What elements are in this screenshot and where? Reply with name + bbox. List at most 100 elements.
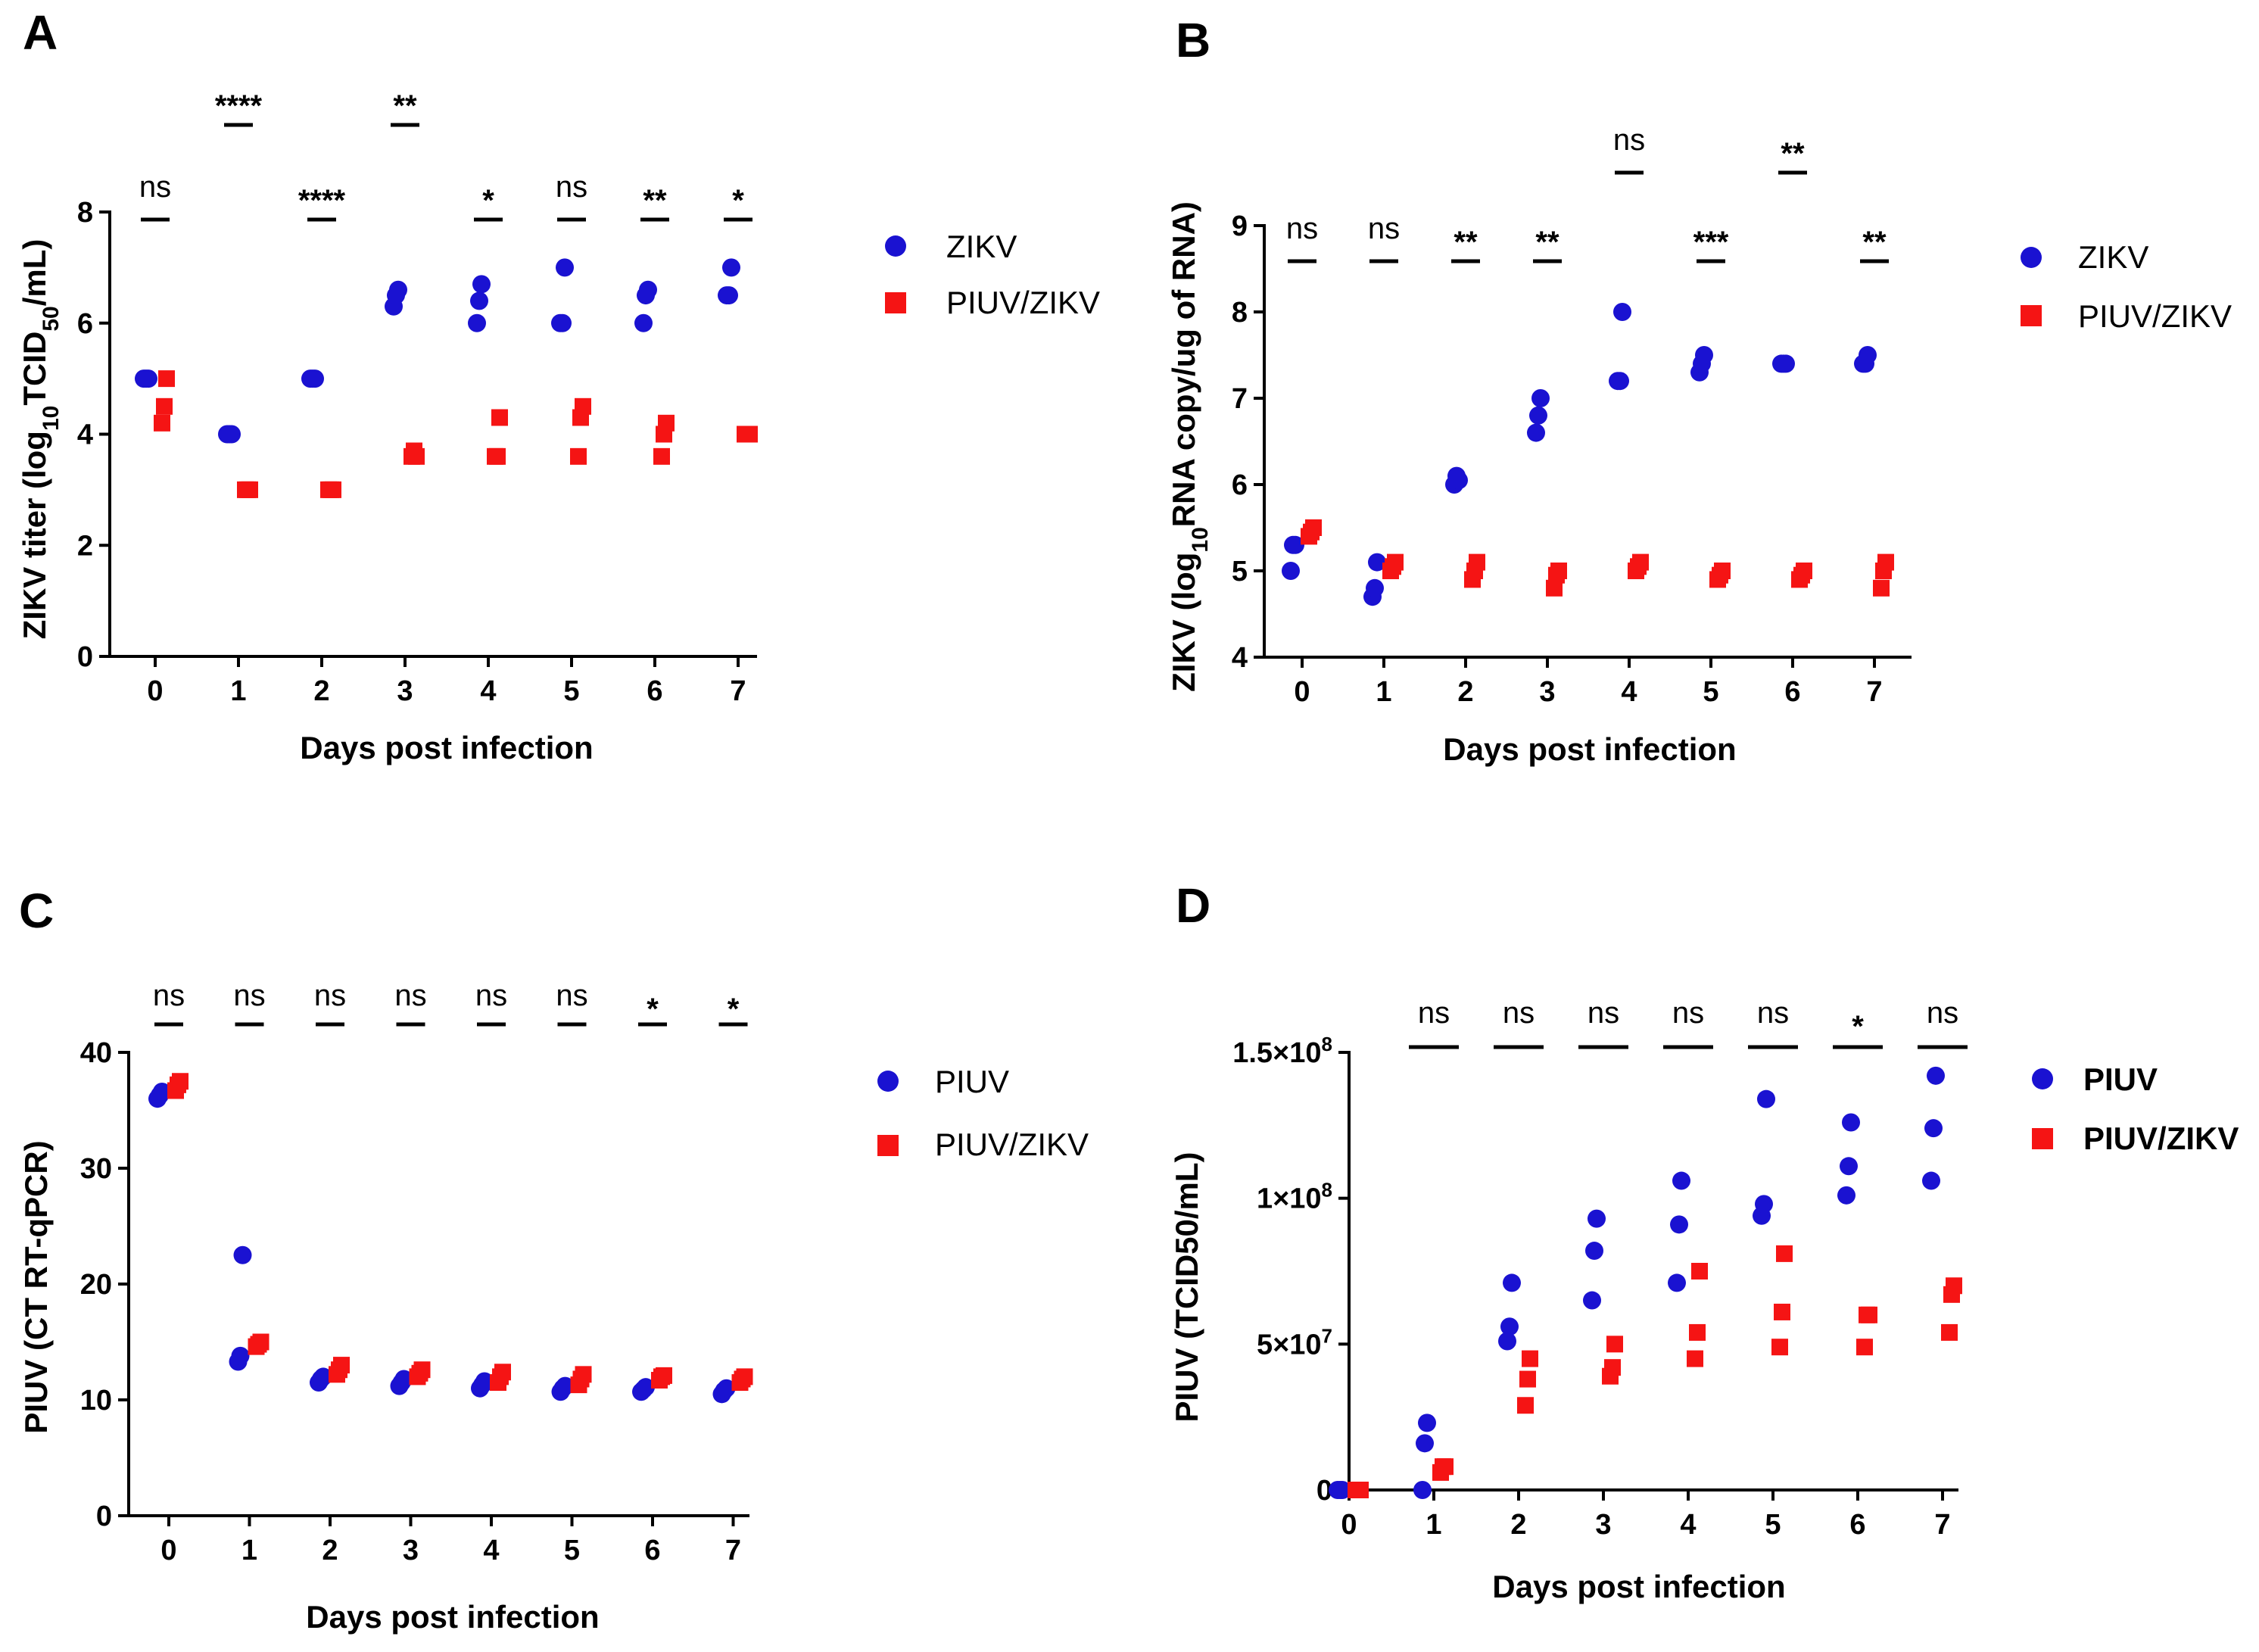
data-point-zikv [472,275,491,294]
data-point-piuv-zikv [658,414,675,432]
data-point-piuv [1418,1414,1436,1432]
legend-piuv-zikv-marker [2032,1128,2053,1149]
significance-label: * [482,184,494,217]
significance-label: ns [153,979,185,1012]
legend-piuv-marker [2032,1068,2053,1089]
panel-a-legend: ZIKV PIUV/ZIKV [885,229,1100,320]
data-point-piuv [556,1376,575,1395]
data-point-piuv [1500,1317,1519,1336]
data-point-piuv-zikv [575,397,591,415]
data-point-piuv-zikv [489,447,506,465]
data-point-piuv-zikv [1776,1245,1793,1262]
panel-c-axes: 0 10 20 30 40 0 1 2 3 4 5 6 7 [80,1037,749,1566]
data-point-zikv [1368,553,1386,572]
data-point-piuv [1755,1195,1773,1214]
data-point-piuv-zikv [1941,1323,1958,1341]
x-tick-label: 1 [230,675,246,707]
data-point-zikv [1611,372,1629,391]
data-point-zikv [139,369,157,388]
y-tick-label: 8 [1232,297,1248,329]
data-point-piuv [1585,1242,1603,1261]
data-point-piuv [475,1372,494,1391]
data-point-piuv-zikv [156,397,173,415]
data-point-piuv-zikv [1387,553,1404,571]
y-tick-label: 20 [80,1269,112,1301]
significance-label: * [732,184,744,217]
x-tick-label: 0 [1341,1509,1357,1541]
panel-a-xlabel: Days post infection [300,730,593,765]
panel-c-legend: PIUV PIUV/ZIKV [877,1064,1089,1162]
data-point-piuv-zikv [1689,1323,1706,1341]
y-tick-label: 5×107 [1257,1324,1332,1361]
data-point-piuv [314,1367,332,1386]
data-point-zikv [722,258,740,277]
x-tick-label: 0 [1294,676,1310,708]
data-point-piuv-zikv [408,447,425,465]
data-point-zikv [1286,535,1304,554]
data-point-piuv [1416,1434,1434,1453]
data-point-piuv [1670,1215,1688,1234]
data-point-zikv [556,258,574,277]
significance-label: * [1852,1010,1864,1043]
panel-a-ylabel: ZIKV titer (log10TCID50/mL) [17,239,64,640]
data-point-piuv-zikv [154,414,170,432]
data-point-piuv-zikv [1546,579,1563,597]
x-tick-label: 3 [1539,676,1555,708]
data-point-piuv [1757,1089,1775,1108]
data-point-piuv-zikv [1517,1397,1534,1414]
data-point-piuv-zikv [1861,1306,1877,1323]
panel-b-legend: ZIKV PIUV/ZIKV [2021,239,2232,334]
data-point-zikv [1777,354,1795,373]
x-tick-label: 5 [564,1535,580,1566]
legend-piuv-zikv-marker [885,292,906,313]
data-point-piuv-zikv [1774,1303,1790,1320]
panel-b-ylabel: ZIKV (log10RNA copy/ug of RNA) [1166,201,1213,692]
x-tick-label: 7 [1866,676,1882,708]
y-tick-label: 7 [1232,383,1248,415]
y-tick-label: 0 [96,1501,112,1532]
panel-d-legend: PIUV PIUV/ZIKV [2032,1061,2239,1156]
x-tick-label: 1 [1426,1509,1441,1541]
data-point-zikv [634,313,653,332]
significance-label: ns [1672,996,1704,1030]
panel-a-axes: 0 2 4 6 8 0 1 2 3 4 5 6 7 [77,197,757,707]
significance-label: ** [1862,226,1887,259]
panel-c-xlabel: Days post infection [306,1599,599,1635]
data-point-piuv [1503,1273,1521,1292]
legend-piuv-label: PIUV [2083,1061,2158,1097]
data-point-piuv-zikv [1771,1339,1788,1356]
data-point-piuv-zikv [1352,1482,1369,1498]
significance-label: ns [556,979,587,1012]
data-point-piuv-zikv [741,425,758,443]
data-point-piuv [1837,1186,1855,1205]
significance-label: ns [139,170,171,204]
y-tick-label: 0 [77,641,93,673]
x-tick-label: 7 [725,1535,741,1566]
data-point-piuv-zikv [736,1368,753,1385]
x-tick-label: 5 [1703,676,1718,708]
data-point-piuv-zikv [570,447,587,465]
legend-piuv-marker [877,1071,899,1092]
data-point-piuv-zikv [333,1357,350,1374]
legend-piuv-zikv-marker [877,1135,899,1156]
data-point-zikv [553,313,572,332]
panel-d-ylabel: PIUV (TCID50/mL) [1169,1152,1204,1422]
panel-c-ylabel: PIUV (CT RT-qPCR) [18,1140,54,1433]
data-point-zikv [1527,423,1545,442]
data-point-piuv-zikv [1604,1359,1621,1376]
data-point-piuv [1498,1332,1516,1351]
data-point-piuv [1333,1481,1351,1499]
data-point-zikv [306,369,324,388]
legend-piuv-label: PIUV [935,1064,1009,1099]
panel-c: C PIUV (CT RT-qPCR) Days post infection … [18,884,1089,1635]
data-point-piuv-zikv [1522,1350,1538,1367]
x-tick-label: 6 [647,675,662,707]
panel-b-axes: 4 5 6 7 8 9 0 1 2 3 4 5 6 7 [1232,210,1912,708]
x-tick-label: 4 [1621,676,1637,708]
x-tick-label: 7 [1934,1509,1950,1541]
legend-piuv-zikv-marker [2021,305,2042,326]
legend-piuv-zikv-label: PIUV/ZIKV [935,1127,1089,1162]
data-point-piuv [153,1083,171,1102]
x-tick-label: 6 [644,1535,660,1566]
data-point-zikv [1366,578,1384,597]
